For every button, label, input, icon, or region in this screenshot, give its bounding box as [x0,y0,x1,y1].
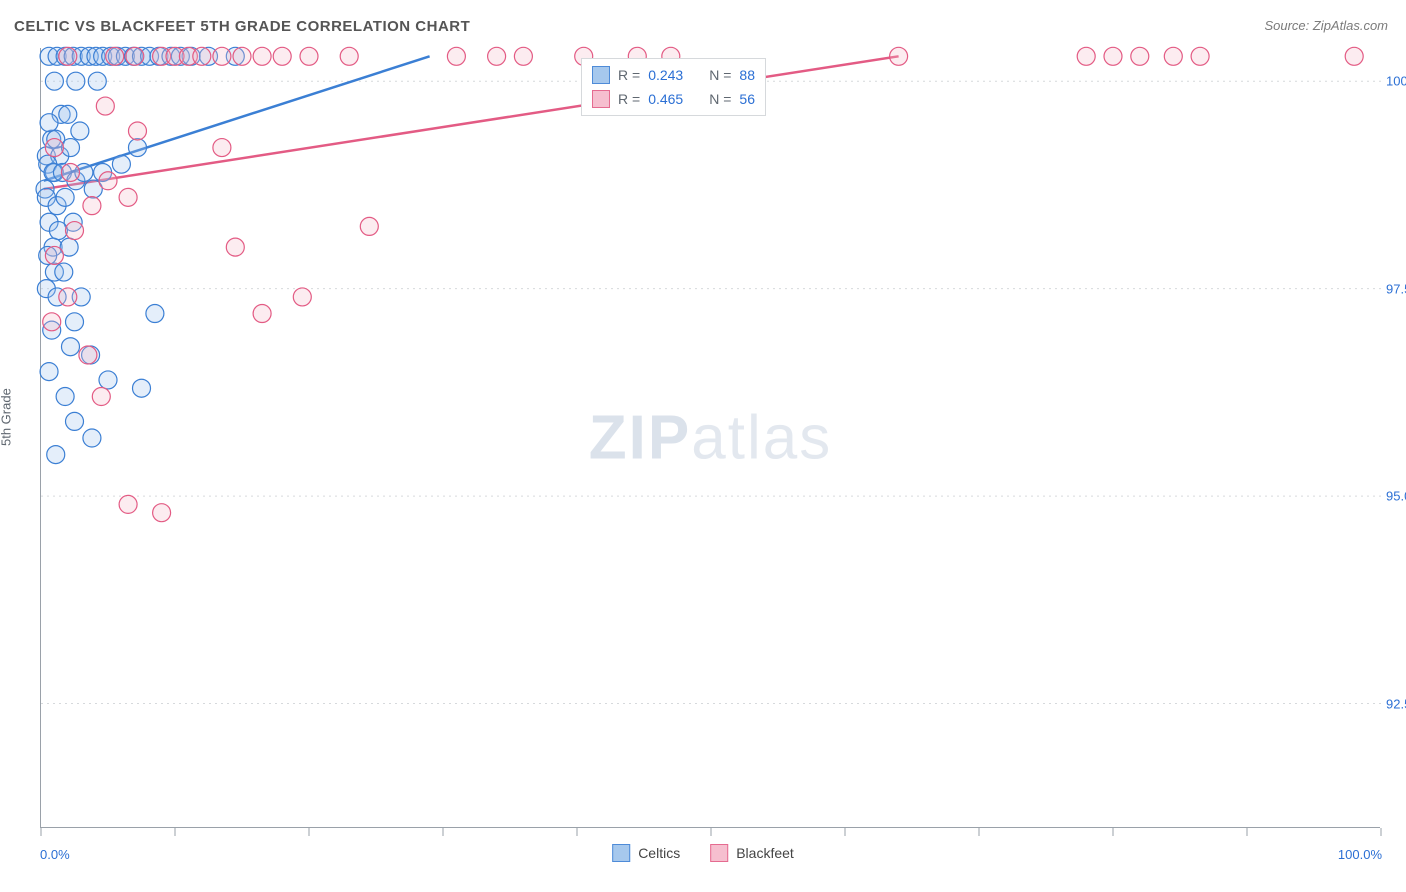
data-point [146,305,164,323]
stat-n-label-0: N = [709,67,731,83]
data-point [49,222,67,240]
data-point [1104,47,1122,65]
data-point [273,47,291,65]
data-point [1131,47,1149,65]
trend-line [44,56,899,189]
plot-area: ZIPatlas 100.0%97.5%95.0%92.5% R = 0.243… [40,48,1380,828]
data-point [61,338,79,356]
data-point [360,217,378,235]
data-point [128,122,146,140]
stat-n-val-0: 88 [739,67,755,83]
data-point [71,122,89,140]
data-point [66,412,84,430]
stat-r-val-1: 0.465 [648,91,683,107]
legend-swatch-bottom-0 [612,844,630,862]
data-point [55,263,73,281]
data-point [1077,47,1095,65]
data-point [45,246,63,264]
legend-item-1: Blackfeet [710,844,794,862]
data-point [61,163,79,181]
data-point [128,139,146,157]
stats-row-1: R = 0.465 N = 56 [592,87,755,111]
legend-label-1: Blackfeet [736,845,794,861]
data-point [447,47,465,65]
data-point [133,379,151,397]
data-point [45,72,63,90]
data-point [112,155,130,173]
stat-r-label-0: R = [618,67,640,83]
data-point [59,105,77,123]
data-point [233,47,251,65]
data-point [92,388,110,406]
data-point [253,305,271,323]
data-point [1191,47,1209,65]
data-point [340,47,358,65]
data-point [83,197,101,215]
legend-swatch-0 [592,66,610,84]
data-point [45,139,63,157]
stat-n-val-1: 56 [739,91,755,107]
stats-legend: R = 0.243 N = 88 R = 0.465 N = 56 [581,58,766,116]
data-point [88,72,106,90]
y-tick-label: 95.0% [1386,489,1406,504]
y-axis-label: 5th Grade [0,388,14,446]
data-point [1164,47,1182,65]
data-point [153,504,171,522]
data-point [226,238,244,256]
x-tick-min: 0.0% [40,847,70,862]
data-point [253,47,271,65]
data-point [890,47,908,65]
legend-item-0: Celtics [612,844,680,862]
chart-title: CELTIC VS BLACKFEET 5TH GRADE CORRELATIO… [14,18,470,35]
source-label: Source: ZipAtlas.com [1264,18,1388,33]
bottom-legend: Celtics Blackfeet [612,844,794,862]
data-point [119,188,137,206]
data-point [59,47,77,65]
stat-r-label-1: R = [618,91,640,107]
data-point [300,47,318,65]
stat-r-val-0: 0.243 [648,67,683,83]
data-point [488,47,506,65]
data-point [47,446,65,464]
data-point [106,47,124,65]
y-tick-label: 100.0% [1386,74,1406,89]
data-point [56,188,74,206]
data-point [40,114,58,132]
data-point [514,47,532,65]
data-point [126,47,144,65]
data-point [99,371,117,389]
data-point [66,222,84,240]
legend-swatch-bottom-1 [710,844,728,862]
data-point [59,288,77,306]
data-point [193,47,211,65]
data-point [43,313,61,331]
data-point [213,47,231,65]
legend-label-0: Celtics [638,845,680,861]
data-point [99,172,117,190]
data-point [96,97,114,115]
x-tick-max: 100.0% [1338,847,1382,862]
legend-swatch-1 [592,90,610,108]
data-point [213,139,231,157]
data-point [61,139,79,157]
data-point [79,346,97,364]
data-point [56,388,74,406]
data-point [293,288,311,306]
data-point [119,495,137,513]
plot-svg [41,48,1380,827]
data-point [40,363,58,381]
data-point [66,313,84,331]
data-point [67,72,85,90]
data-point [83,429,101,447]
y-tick-label: 97.5% [1386,281,1406,296]
data-point [1345,47,1363,65]
stats-row-0: R = 0.243 N = 88 [592,63,755,87]
stat-n-label-1: N = [709,91,731,107]
y-tick-label: 92.5% [1386,696,1406,711]
